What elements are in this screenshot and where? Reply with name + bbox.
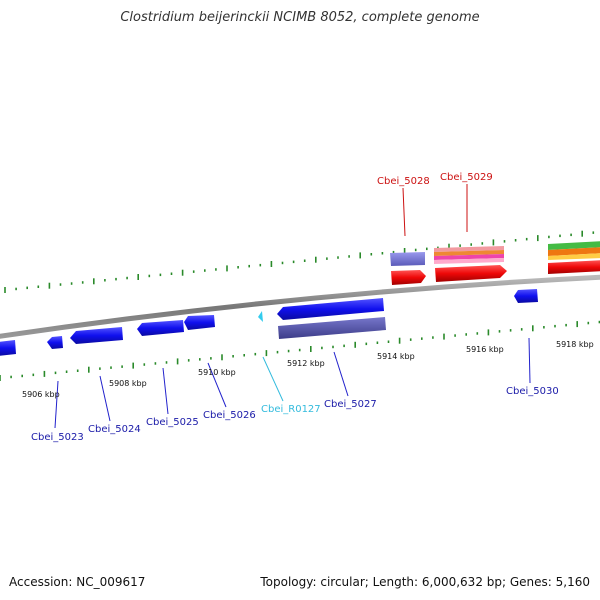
genome-info-text: Topology: circular; Length: 6,000,632 bp…: [260, 575, 590, 589]
gene-arrow-right-edge: [548, 260, 600, 274]
gene-label-cbei-5028[interactable]: Cbei_5028: [377, 176, 430, 187]
reverse-strand-genes: [0, 289, 538, 356]
gene-arrow-cbei-5025: [137, 320, 184, 336]
gene-label-cbei-5029[interactable]: Cbei_5029: [440, 172, 493, 183]
gene-arrow-cbei-5029: [435, 265, 507, 282]
scale-label: 5914 kbp: [377, 352, 415, 361]
gene-label-cbei-5023[interactable]: Cbei_5023: [31, 432, 84, 443]
gene-label-cbei-5026[interactable]: Cbei_5026: [203, 410, 256, 421]
gene-arrow-cbei-5024: [70, 327, 123, 344]
scale-label: 5918 kbp: [556, 340, 594, 349]
scale-label: 5908 kbp: [109, 379, 147, 388]
scale-label: 5916 kbp: [466, 345, 504, 354]
genome-backbone: [0, 274, 600, 339]
scale-label: 5906 kbp: [22, 390, 60, 399]
gene-arrow-cbei-5027: [277, 298, 384, 320]
scale-label: 5910 kbp: [198, 368, 236, 377]
gene-feature-right-upper: [548, 241, 600, 260]
gene-arrow-cbei-5026: [184, 315, 215, 330]
gene-label-cbei-5024[interactable]: Cbei_5024: [88, 424, 141, 435]
scale-labels: 5906 kbp 5908 kbp 5910 kbp 5912 kbp 5914…: [22, 340, 594, 399]
gene-feature-cbei-5028-upper: [390, 252, 425, 266]
accession-text: Accession: NC_009617: [9, 575, 146, 589]
forward-strand-genes: [390, 241, 600, 285]
gene-arrow-cbei-5023: [47, 336, 63, 349]
gene-label-cbei-5027[interactable]: Cbei_5027: [324, 399, 377, 410]
gene-label-cbei-5030[interactable]: Cbei_5030: [506, 386, 559, 397]
gene-feature-cbei-5027-lower: [278, 317, 386, 339]
gene-label-cbei-5025[interactable]: Cbei_5025: [146, 417, 199, 428]
map-title: Clostridium beijerinckii NCIMB 8052, com…: [120, 10, 480, 25]
gene-labels: Cbei_5023 Cbei_5024 Cbei_5025 Cbei_5026 …: [31, 172, 559, 443]
scale-label: 5912 kbp: [287, 359, 325, 368]
gene-label-cbei-r0127[interactable]: Cbei_R0127: [261, 404, 321, 415]
gene-arrow-cbei-5022: [0, 340, 16, 356]
rna-arrow-cbei-r0127: [258, 311, 263, 322]
gene-arrow-cbei-5030: [514, 289, 538, 303]
label-leader-lines: [54, 184, 531, 429]
scale-ticks: [0, 230, 600, 381]
gene-arrow-cbei-5028: [391, 270, 426, 285]
gene-feature-cbei-5029-upper: [434, 246, 504, 264]
